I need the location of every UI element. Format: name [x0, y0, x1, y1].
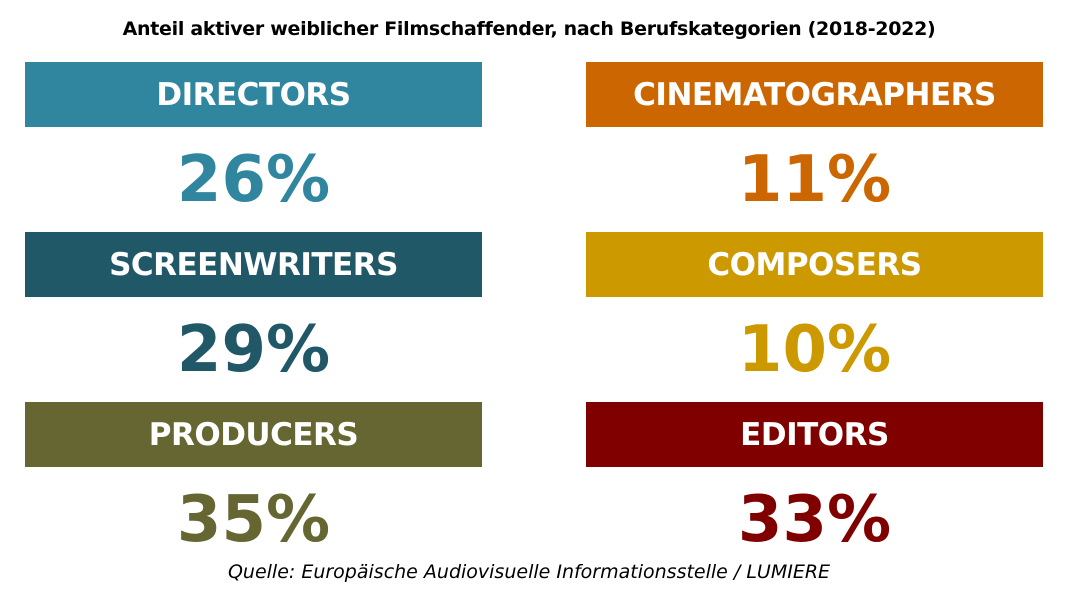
- category-label: SCREENWRITERS: [25, 232, 482, 297]
- percentage-value: 26%: [176, 142, 331, 217]
- stat-card-screenwriters: SCREENWRITERS 29%: [25, 232, 482, 402]
- source-note: Quelle: Europäische Audiovisuelle Inform…: [227, 561, 831, 583]
- percentage-value: 10%: [737, 312, 892, 387]
- chart-title: Anteil aktiver weiblicher Filmschaffende…: [122, 18, 936, 40]
- percentage-value: 29%: [176, 312, 331, 387]
- stat-card-directors: DIRECTORS 26%: [25, 62, 482, 232]
- stat-card-editors: EDITORS 33%: [586, 402, 1043, 572]
- percentage-value: 35%: [176, 482, 331, 557]
- stat-card-cinematographers: CINEMATOGRAPHERS 11%: [586, 62, 1043, 232]
- stat-card-producers: PRODUCERS 35%: [25, 402, 482, 572]
- category-label: CINEMATOGRAPHERS: [586, 62, 1043, 127]
- stat-card-composers: COMPOSERS 10%: [586, 232, 1043, 402]
- percentage-value: 33%: [737, 482, 892, 557]
- category-label: DIRECTORS: [25, 62, 482, 127]
- category-label: COMPOSERS: [586, 232, 1043, 297]
- category-label: EDITORS: [586, 402, 1043, 467]
- category-label: PRODUCERS: [25, 402, 482, 467]
- percentage-value: 11%: [737, 142, 892, 217]
